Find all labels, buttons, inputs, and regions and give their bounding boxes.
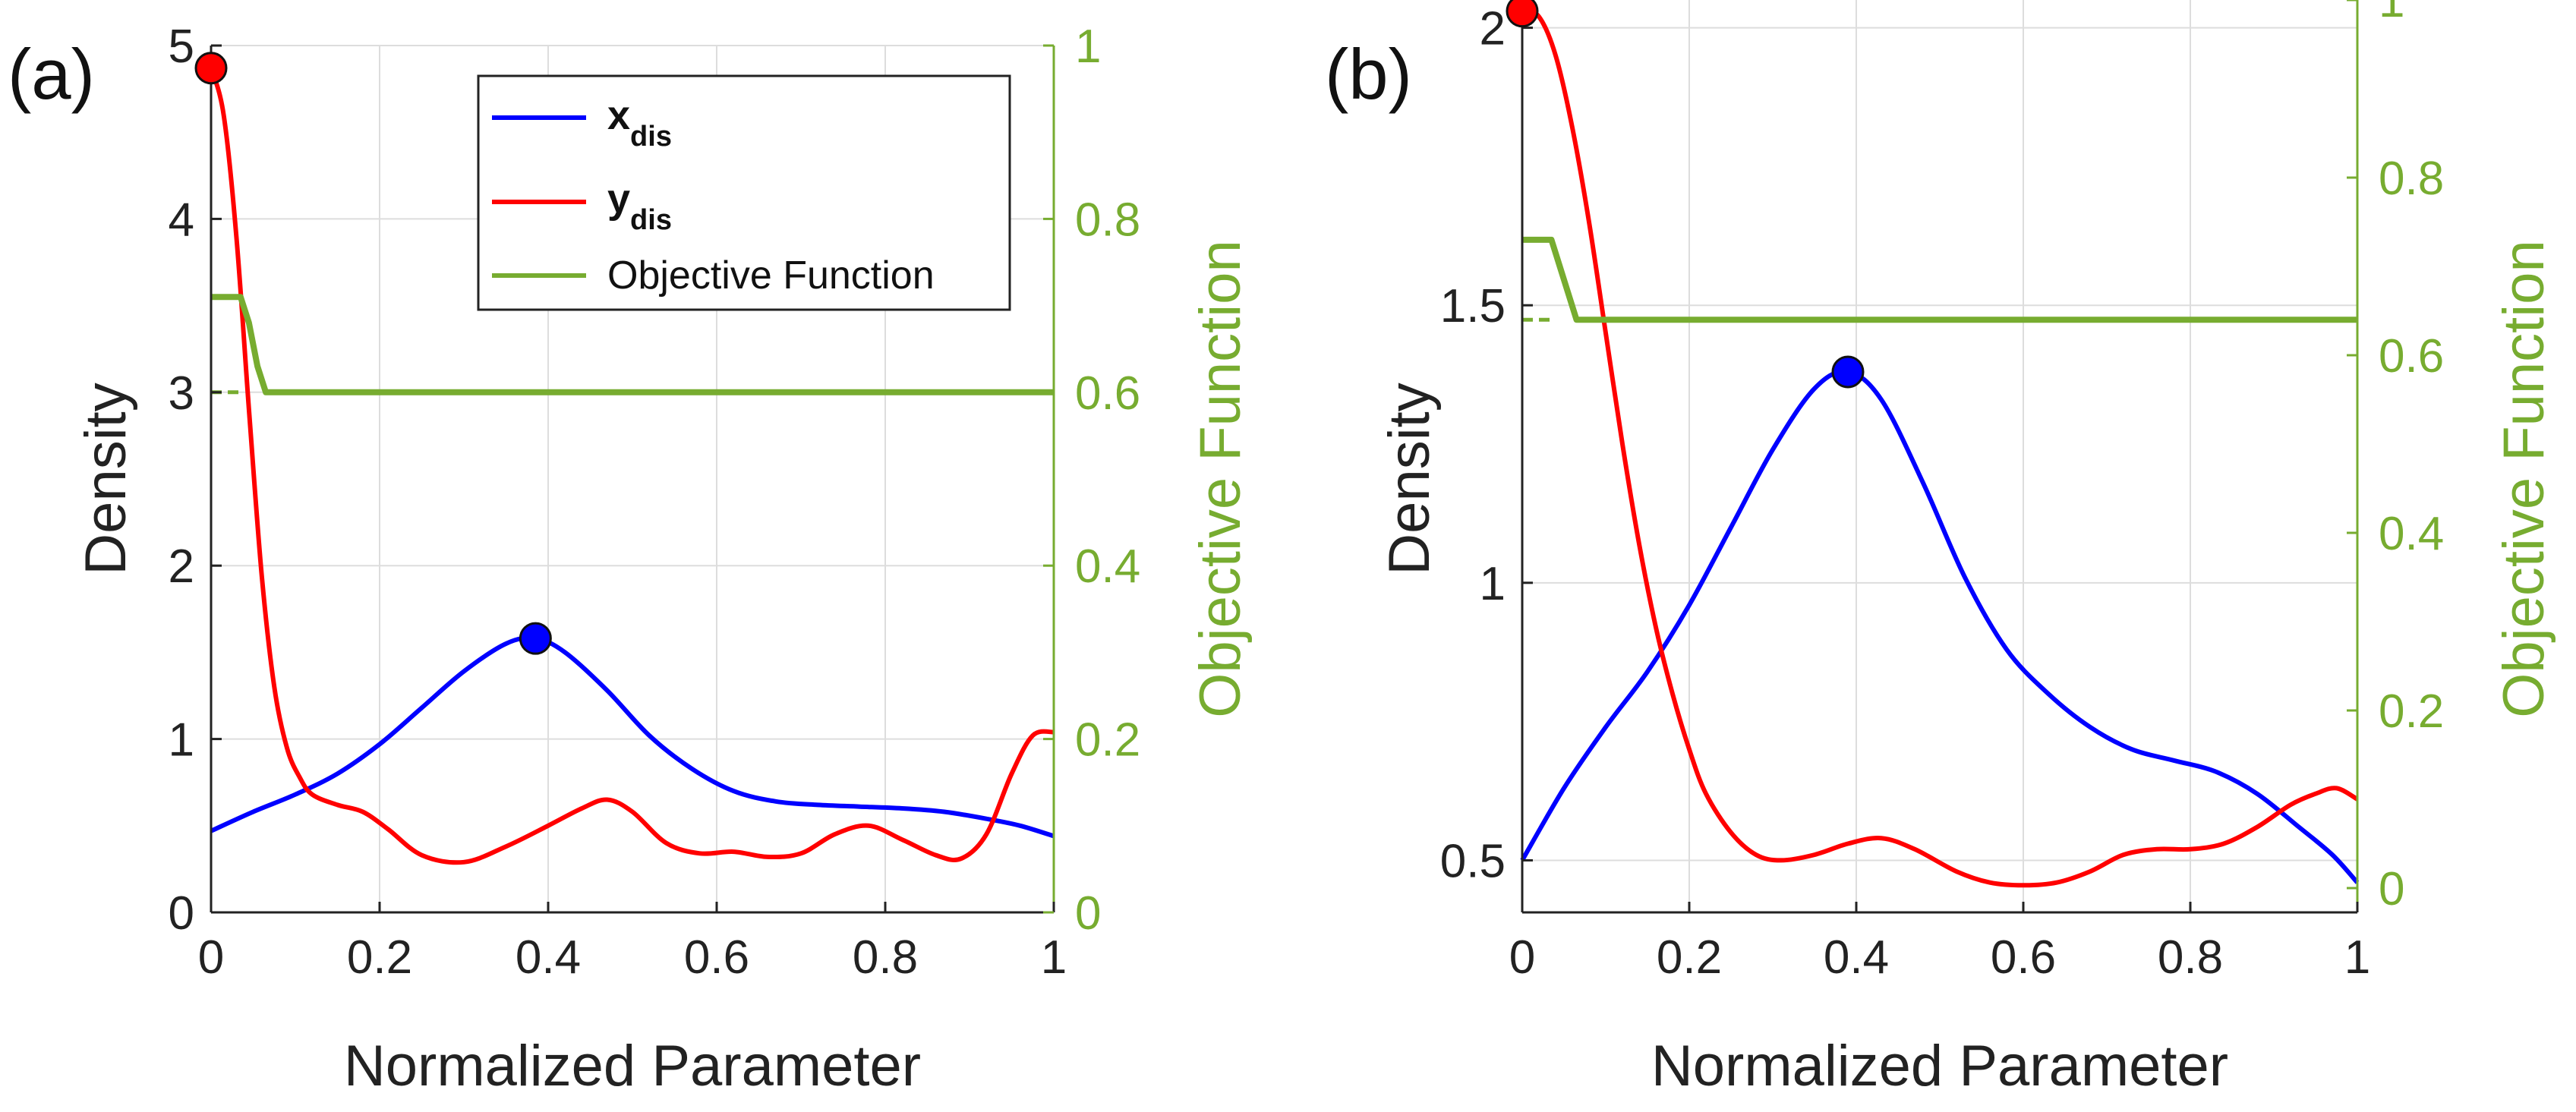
y-tick-right-label: 0.4 <box>2379 508 2444 560</box>
x-tick-label: 0.4 <box>1824 931 1889 984</box>
x-tick-label: 0.6 <box>684 931 749 984</box>
y-tick-label: 2 <box>169 540 194 593</box>
markers-b <box>1506 0 1865 389</box>
x-tick-label: 0.6 <box>1991 931 2056 984</box>
series-layer-a <box>209 67 1055 865</box>
legend-box <box>477 74 1011 311</box>
x-tick-label: 0 <box>198 931 224 984</box>
y-tick-label: 2 <box>1480 3 1506 55</box>
marker-y-dis-peak <box>1506 0 1539 28</box>
panel-label-a: (a) <box>8 34 95 114</box>
axes-b: 0 0.2 0.4 0.6 0.8 1 0.5 1 1.5 2 0 0.2 0.4 0.6 0.8 1 <box>1440 0 2444 984</box>
y-axis-label-right-a: Objective Function <box>1188 240 1253 717</box>
x-tick-label: 0.8 <box>2158 931 2223 984</box>
x-tick-label: 0.2 <box>347 931 412 984</box>
y-axis-label-right-b: Objective Function <box>2492 240 2556 717</box>
y-tick-right-label: 1 <box>2379 0 2404 27</box>
legend-label-x-dis: xdis <box>607 93 672 153</box>
y-axis-label-b: Density <box>1377 383 1442 575</box>
y-tick-label: 0.5 <box>1440 835 1506 887</box>
y-tick-right-label: 0.8 <box>1075 194 1140 246</box>
y-tick-right-label: 0.8 <box>2379 153 2444 205</box>
panel-b: 0 0.2 0.4 0.6 0.8 1 0.5 1 1.5 2 0 0.2 0.4 0.6 0.8 1 (b)… <box>1325 0 2556 1098</box>
x-tick-label: 1 <box>1041 931 1067 984</box>
y-tick-label: 1 <box>1480 558 1506 610</box>
y-tick-right-label: 0.4 <box>1075 540 1140 593</box>
panel-label-b: (b) <box>1325 34 1412 114</box>
legend-label-objective: Objective Function <box>607 254 935 298</box>
y-tick-right-label: 0.2 <box>1075 714 1140 767</box>
x-tick-label: 0.8 <box>853 931 918 984</box>
y-axis-label-a: Density <box>74 383 138 575</box>
marker-y-dis-peak <box>194 52 228 85</box>
y-tick-right-label: 0.2 <box>2379 685 2444 738</box>
y-tick-label: 1 <box>169 714 194 767</box>
series-y-dis-line <box>209 67 1055 865</box>
y-tick-right-label: 0.6 <box>1075 367 1140 420</box>
marker-x-dis-peak <box>1831 355 1865 389</box>
x-tick-label: 0.4 <box>516 931 581 984</box>
series-x-dis-line <box>210 635 1055 839</box>
y-tick-label: 0 <box>169 887 194 940</box>
markers-a <box>194 52 552 655</box>
series-x-dis-line <box>1520 369 2360 884</box>
x-axis-label-b: Normalized Parameter <box>1651 1034 2228 1098</box>
y-tick-label: 3 <box>169 367 194 420</box>
series-objective-function-line <box>1522 236 2357 323</box>
y-tick-right-label: 0.6 <box>2379 330 2444 383</box>
series-layer-b <box>1520 8 2360 888</box>
marker-x-dis-peak <box>519 622 552 655</box>
y-tick-right-label: 0 <box>1075 887 1101 940</box>
y-tick-right-label: 0 <box>2379 863 2404 915</box>
x-tick-label: 0.2 <box>1657 931 1722 984</box>
series-objective-function-line <box>211 294 1054 395</box>
x-tick-label: 1 <box>2344 931 2370 984</box>
x-tick-label: 0 <box>1509 931 1535 984</box>
y-tick-label: 4 <box>169 194 194 246</box>
x-axis-label-a: Normalized Parameter <box>344 1034 921 1098</box>
legend: xdis ydis Objective Function <box>477 74 1011 311</box>
plot-area-b <box>1522 0 2357 912</box>
y-tick-right-label: 1 <box>1075 20 1101 73</box>
legend-label-y-dis: ydis <box>607 176 672 236</box>
y-tick-label: 5 <box>169 20 194 73</box>
series-y-dis-line <box>1521 8 2359 888</box>
y-tick-label: 1.5 <box>1440 280 1506 332</box>
